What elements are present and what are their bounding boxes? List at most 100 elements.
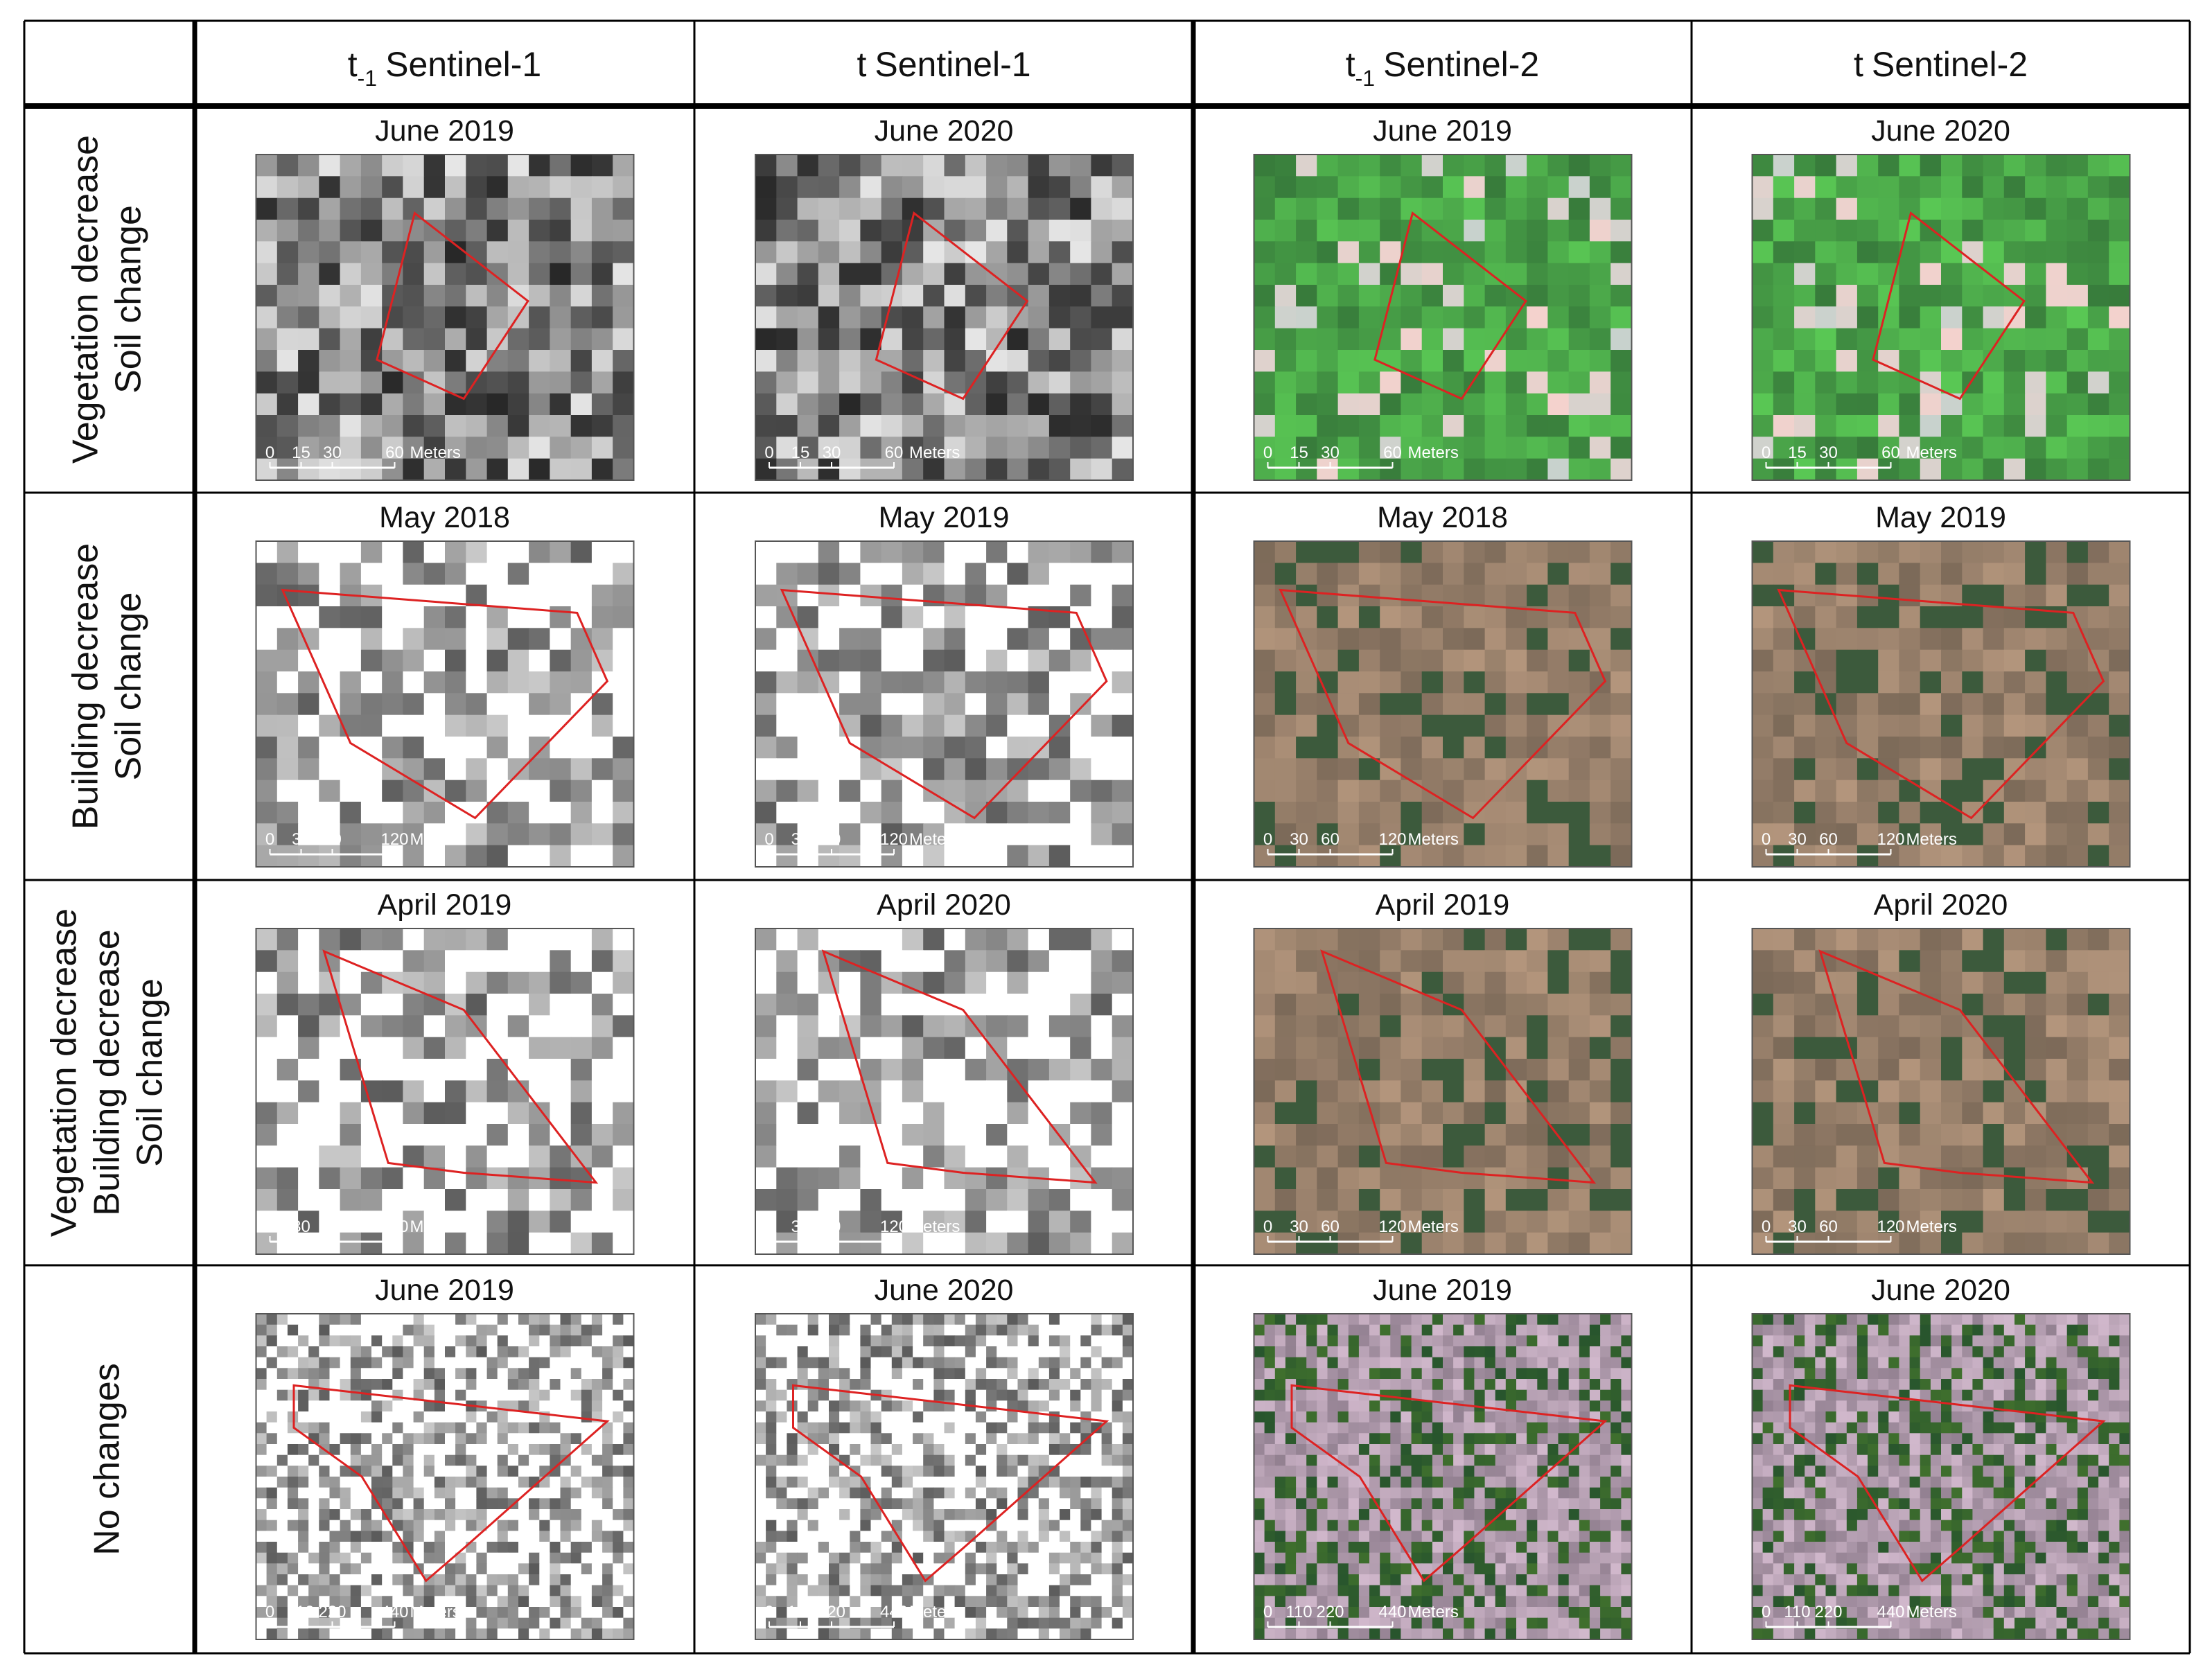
pixel	[1752, 1189, 1774, 1211]
pixel	[1091, 1324, 1103, 1336]
pixel	[591, 285, 613, 307]
pixel	[319, 263, 341, 285]
pixel	[1568, 541, 1590, 563]
pixel	[319, 780, 341, 802]
pixel	[1815, 971, 1837, 994]
pixel	[807, 1335, 819, 1347]
pixel	[913, 1346, 924, 1358]
pixel	[256, 1607, 267, 1619]
pixel	[434, 1574, 446, 1586]
pixel	[423, 393, 446, 416]
pixel	[860, 1335, 872, 1347]
pixel	[829, 1357, 840, 1369]
pixel	[591, 1520, 603, 1531]
pixel	[570, 737, 592, 759]
pixel	[1358, 306, 1380, 329]
pixel	[403, 1487, 414, 1499]
pixel	[1899, 1232, 1921, 1255]
pixel	[1962, 220, 1984, 242]
pixel	[591, 714, 613, 737]
pixel	[860, 606, 882, 628]
pixel	[581, 1563, 592, 1575]
pixel	[2003, 1232, 2026, 1255]
pixel	[371, 1552, 383, 1564]
pixel	[382, 220, 404, 242]
pixel	[360, 1596, 372, 1608]
pixel	[1274, 714, 1297, 737]
pixel	[1857, 823, 1879, 846]
pixel	[2066, 328, 2089, 351]
pixel	[1091, 737, 1113, 759]
pixel	[1091, 1346, 1103, 1358]
pixel	[476, 1509, 488, 1521]
pixel	[1568, 584, 1590, 607]
pixel	[518, 1509, 529, 1521]
pixel	[1380, 994, 1402, 1016]
pixel	[1878, 950, 1900, 973]
pixel	[1048, 671, 1071, 694]
pixel	[529, 393, 550, 416]
pixel	[1464, 458, 1486, 481]
pixel	[755, 241, 777, 264]
pixel	[1007, 458, 1029, 481]
pixel	[550, 1498, 561, 1510]
pixel	[1773, 929, 1795, 951]
pixel	[423, 350, 446, 372]
pixel	[965, 845, 987, 868]
pixel	[1899, 415, 1921, 437]
pixel	[850, 1335, 861, 1347]
pixel	[2109, 971, 2131, 994]
pixel	[1464, 197, 1486, 220]
pixel	[839, 176, 861, 199]
pixel	[1443, 1080, 1464, 1103]
pixel	[997, 1433, 1008, 1445]
pixel	[986, 1346, 997, 1358]
pixel	[1484, 241, 1507, 264]
pixel	[570, 1167, 592, 1190]
pixel	[581, 1357, 592, 1369]
pixel	[1007, 155, 1029, 177]
study-area-outline	[1777, 588, 2105, 820]
pixel	[613, 1454, 624, 1466]
pixel	[860, 371, 882, 394]
pixel	[2087, 1211, 2109, 1233]
pixel	[518, 1477, 529, 1488]
pixel	[1254, 458, 1276, 481]
pixel	[1505, 714, 1527, 737]
pixel	[256, 350, 278, 372]
pixel	[591, 371, 613, 394]
pixel	[602, 1628, 613, 1640]
pixel	[1983, 714, 2005, 737]
pixel	[1296, 393, 1317, 416]
pixel	[550, 758, 572, 781]
pixel	[1815, 714, 1837, 737]
pixel	[902, 1357, 913, 1369]
pixel	[1091, 671, 1113, 694]
pixel	[298, 693, 319, 716]
pixel	[923, 1411, 934, 1423]
pixel	[382, 1628, 393, 1640]
pixel	[570, 1563, 582, 1575]
pixel	[497, 1542, 509, 1554]
pixel	[1070, 1400, 1081, 1412]
pixel	[1007, 1357, 1018, 1369]
pixel	[965, 1346, 976, 1358]
pixel	[423, 714, 446, 737]
pixel	[613, 155, 635, 177]
pixel	[1080, 1324, 1091, 1336]
pixel	[256, 1563, 267, 1575]
pixel	[986, 971, 1008, 994]
pixel	[403, 1346, 414, 1358]
pixel	[1254, 1080, 1276, 1103]
scale-label: 0	[265, 443, 274, 462]
pixel	[1547, 737, 1570, 759]
pixel	[913, 1444, 924, 1456]
pixel	[308, 1498, 319, 1510]
pixel	[413, 1389, 425, 1401]
pixel	[2046, 1145, 2068, 1168]
pixel	[1941, 458, 1963, 481]
pixel	[1899, 823, 1921, 846]
pixel	[319, 328, 341, 351]
pixel	[360, 155, 383, 177]
pixel	[497, 1607, 509, 1619]
